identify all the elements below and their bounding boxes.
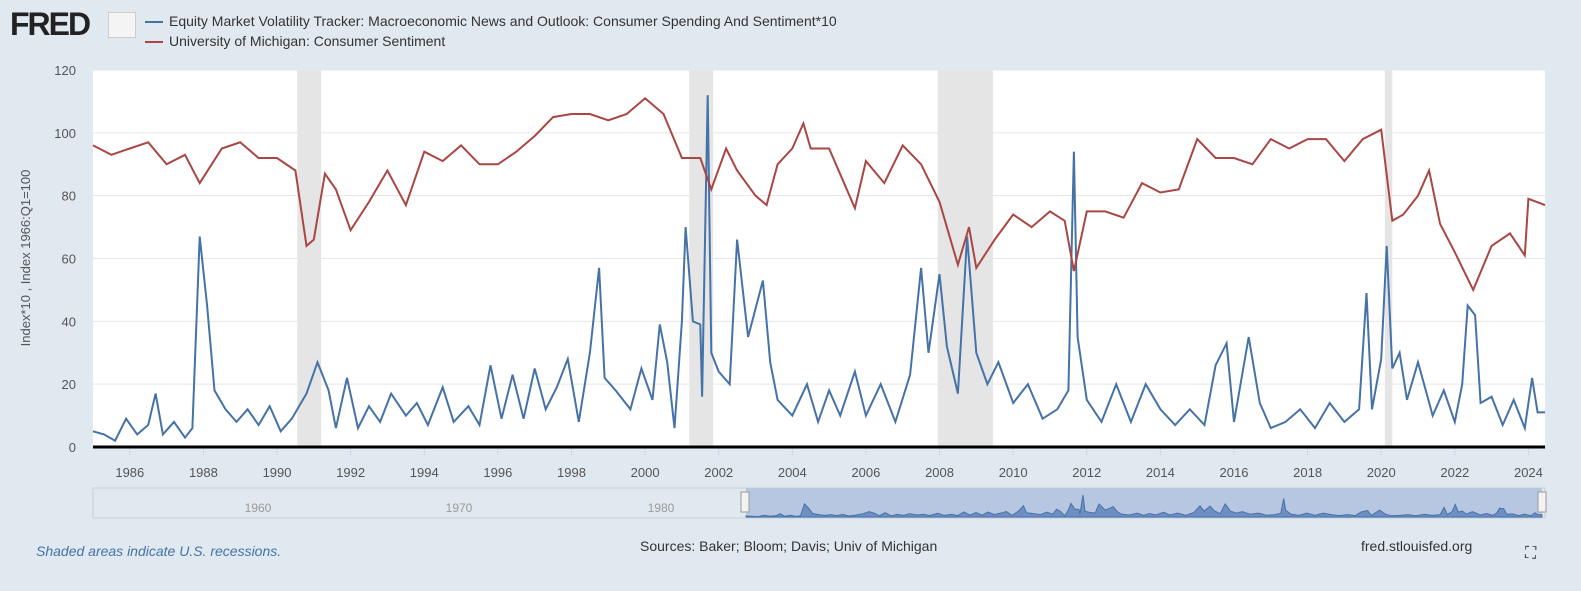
sentiment-line [92, 96, 1546, 293]
navigator-handle-right[interactable] [1537, 491, 1547, 513]
x-tick-label: 2020 [1367, 465, 1396, 480]
x-tick-label: 2004 [778, 465, 807, 480]
x-tick-label: 2016 [1220, 465, 1249, 480]
fullscreen-icon[interactable]: ⛶ [1525, 545, 1537, 562]
x-tick-label: 1998 [557, 465, 586, 480]
y-tick-label: 120 [54, 63, 76, 78]
x-tick-label: 2018 [1293, 465, 1322, 480]
fred-url[interactable]: fred.stlouisfed.org [1361, 538, 1473, 554]
y-tick-label: 20 [62, 377, 76, 392]
legend-label: University of Michigan: Consumer Sentime… [169, 33, 446, 49]
legend-item-sentiment[interactable]: University of Michigan: Consumer Sentime… [145, 33, 445, 49]
y-tick-label: 100 [54, 126, 76, 141]
x-tick-label: 2002 [704, 465, 733, 480]
x-tick-label: 1990 [263, 465, 292, 480]
x-tick-label: 2024 [1514, 465, 1543, 480]
x-tick-label: 2022 [1440, 465, 1469, 480]
x-tick-label: 2008 [925, 465, 954, 480]
y-tick-label: 0 [69, 440, 76, 455]
navigator-series [745, 494, 1543, 518]
x-tick-label: 2000 [631, 465, 660, 480]
chart-logo-icon [108, 12, 136, 38]
legend-label: Equity Market Volatility Tracker: Macroe… [169, 13, 837, 29]
navigator-tick-label: 1980 [648, 501, 675, 515]
sources: Sources: Baker; Bloom; Davis; Univ of Mi… [640, 538, 938, 554]
recession-note: Shaded areas indicate U.S. recessions. [36, 543, 282, 559]
navigator-selection[interactable] [746, 488, 1542, 518]
fred-logo[interactable]: FRED [10, 6, 91, 42]
navigator-tick-label: 1970 [446, 501, 473, 515]
x-tick-label: 2012 [1072, 465, 1101, 480]
y-tick-label: 60 [62, 252, 76, 267]
y-tick-label: 80 [62, 189, 76, 204]
x-tick-label: 1986 [115, 465, 144, 480]
navigator-tick-label: 1960 [245, 501, 272, 515]
x-tick-label: 2014 [1146, 465, 1175, 480]
x-tick-label: 1988 [189, 465, 218, 480]
x-tick-label: 1996 [483, 465, 512, 480]
navigator-handle-left[interactable] [740, 491, 750, 513]
y-axis-label: Index*10 , Index 1966:Q1=100 [18, 170, 33, 347]
x-tick-label: 2006 [851, 465, 880, 480]
y-tick-label: 40 [62, 314, 76, 329]
x-tick-label: 2010 [999, 465, 1028, 480]
x-tick-label: 1994 [410, 465, 439, 480]
legend-swatch [145, 21, 163, 24]
x-tick-label: 1992 [336, 465, 365, 480]
legend-swatch [145, 41, 163, 44]
emv-line [92, 95, 1545, 443]
legend-item-emv[interactable]: Equity Market Volatility Tracker: Macroe… [145, 13, 837, 29]
